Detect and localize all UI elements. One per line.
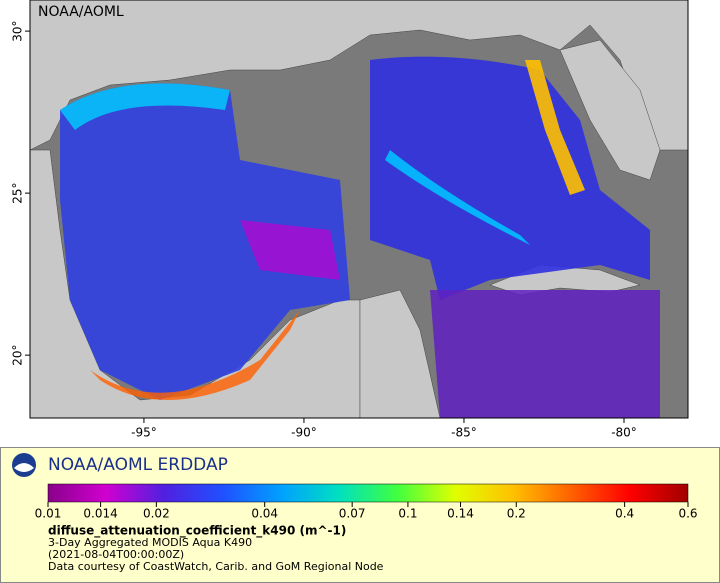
x-tick-label: -95° [131, 426, 157, 440]
variable-name: diffuse_attenuation_coefficient_k490 (m^… [48, 524, 346, 539]
colorbar-tick-label: 0.14 [447, 507, 474, 521]
legend-line: 3-Day Aggregated MODIS Aqua K490 [48, 536, 252, 549]
colorbar-tick-label: 0.04 [251, 507, 278, 521]
data-overlay [385, 150, 530, 245]
colorbar-tick-label: 0.1 [398, 507, 417, 521]
legend-line: (2021-08-04T00:00:00Z) [48, 548, 184, 561]
data-overlay [430, 290, 660, 418]
colorbar-tick-label: 0.01 [35, 507, 62, 521]
data-overlay [90, 310, 300, 400]
x-tick-label: -85° [451, 426, 477, 440]
y-tick-label: 30° [11, 20, 25, 41]
y-tick-label: 25° [11, 182, 25, 203]
legend-panel [0, 447, 720, 583]
data-overlay [60, 83, 350, 401]
legend-title: NOAA/AOML ERDDAP [48, 455, 228, 475]
colorbar-tick-label: 0.02 [143, 507, 170, 521]
colorbar [47, 483, 689, 503]
data-overlay [240, 220, 340, 280]
colorbar-tick-label: 0.6 [678, 507, 697, 521]
data-overlay [370, 56, 650, 300]
data-overlay [525, 60, 585, 195]
y-tick-label: 20° [11, 344, 25, 365]
x-tick-label: -90° [291, 426, 317, 440]
data-overlay [60, 83, 230, 130]
legend-line: Data courtesy of CoastWatch, Carib. and … [48, 560, 384, 573]
watermark: NOAA/AOML [38, 4, 124, 20]
colorbar-tick-label: 0.4 [615, 507, 634, 521]
map-frame [29, 0, 689, 419]
map [30, 0, 688, 418]
x-tick-label: -80° [611, 426, 637, 440]
florida [559, 39, 661, 181]
colorbar-tick-label: 0.2 [507, 507, 526, 521]
yucatan [359, 289, 441, 418]
colorbar-tick-label: 0.07 [339, 507, 366, 521]
noaa-logo-bird [14, 463, 34, 472]
colorbar-tick-label: 0.014 [83, 507, 117, 521]
